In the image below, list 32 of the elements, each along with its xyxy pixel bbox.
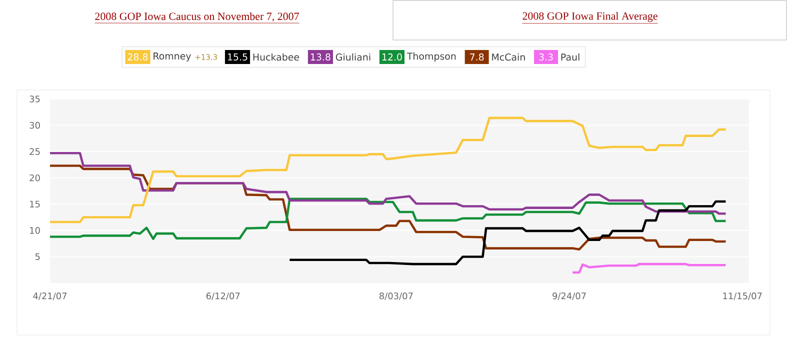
line-series: [48, 116, 727, 224]
text: 13.8: [310, 53, 330, 61]
legend-label: Romney: [154, 52, 191, 62]
legend-label: McCain: [492, 53, 525, 61]
y-tick-label: 30: [30, 122, 40, 129]
legend-label: Paul: [561, 53, 580, 61]
y-tick-label: 10: [30, 227, 40, 234]
chart-title: 2008 GOP Iowa Caucus on November 7, 2007: [95, 12, 299, 22]
text: 15.5: [228, 53, 248, 61]
text: 28.8: [128, 53, 148, 61]
text: 3.3: [539, 53, 553, 61]
x-tick-label: 4/21/07: [33, 292, 67, 300]
chart-subtitle: 2008 GOP Iowa Final Average: [522, 12, 658, 22]
line-series: [571, 262, 727, 274]
line-series: [48, 152, 727, 215]
x-tick-label: 9/24/07: [552, 292, 586, 300]
y-tick-label: 35: [30, 96, 40, 102]
x-tick-label: 8/03/07: [380, 292, 413, 300]
text: 12.0: [382, 53, 402, 61]
y-tick-label: 25: [30, 148, 40, 155]
x-tick-label: 6/12/07: [206, 292, 240, 300]
line-series: [48, 198, 727, 240]
legend-label: Thompson: [406, 52, 456, 62]
legend-label: Huckabee: [253, 53, 300, 61]
text: 7.8: [470, 53, 484, 61]
y-tick-label: 5: [35, 253, 40, 260]
y-tick-label: 15: [30, 200, 40, 208]
y-tick-label: 20: [30, 174, 40, 182]
line-series: [288, 200, 727, 266]
line-series: [48, 164, 727, 250]
x-tick-label: 11/15/07: [723, 292, 762, 300]
legend-label: Giuliani: [336, 53, 370, 61]
